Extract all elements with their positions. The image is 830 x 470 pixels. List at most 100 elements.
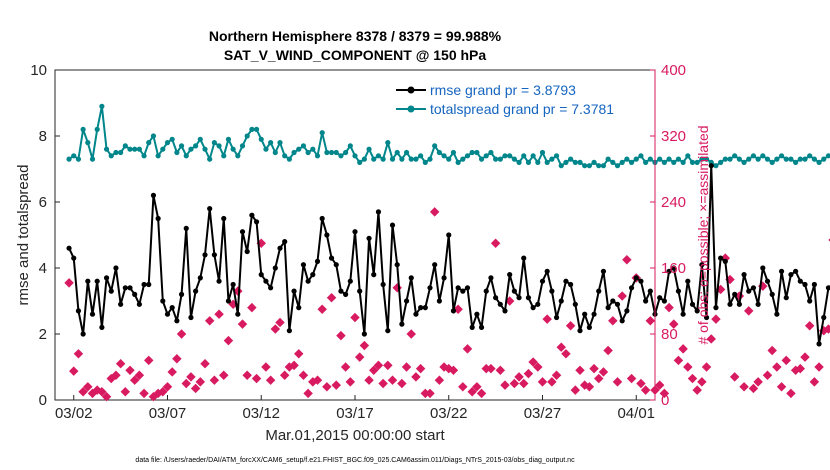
rmse-point	[244, 248, 250, 255]
totalspread-point	[497, 156, 503, 162]
rmse-point	[821, 314, 827, 321]
totalspread-point	[755, 156, 761, 162]
totalspread-point	[108, 153, 114, 159]
rmse-point	[338, 288, 344, 294]
obs-marker	[645, 316, 656, 326]
y-tick-label-left-0: 0	[39, 392, 47, 409]
obs-marker	[279, 370, 290, 380]
rmse-point	[300, 262, 307, 268]
totalspread-point	[760, 153, 766, 159]
left-axis: 0 2 4 6 8 10	[30, 62, 60, 409]
totalspread-point	[188, 146, 194, 152]
obs-marker	[500, 380, 510, 390]
obs-marker	[678, 344, 688, 354]
totalspread-series	[66, 103, 830, 169]
rmse-point	[333, 262, 339, 268]
rmse-point	[558, 298, 564, 304]
rmse-point	[586, 324, 592, 330]
obs-marker	[434, 375, 445, 385]
totalspread-point	[718, 159, 724, 165]
totalspread-point	[586, 163, 592, 169]
obs-marker	[804, 321, 815, 331]
obs-marker	[125, 365, 135, 376]
rmse-point	[464, 285, 471, 291]
obs-marker	[167, 367, 177, 377]
x-tick-label-2: 03/12	[242, 405, 280, 422]
obs-marker	[270, 324, 281, 334]
obs-marker	[242, 370, 252, 380]
totalspread-point	[103, 146, 110, 152]
obs-markers	[64, 207, 830, 402]
rmse-point	[530, 305, 536, 311]
totalspread-point	[769, 159, 775, 165]
rmse-point	[80, 331, 86, 337]
obs-marker	[654, 380, 665, 390]
totalspread-point	[71, 153, 77, 159]
totalspread-point	[160, 146, 166, 152]
totalspread-point	[361, 156, 367, 162]
totalspread-point	[418, 153, 424, 159]
totalspread-point	[118, 149, 124, 156]
y-axis-label-right: # of obs: o=possible; ×=assimilated	[695, 125, 711, 344]
rmse-point	[230, 281, 236, 288]
totalspread-point	[638, 153, 644, 159]
rmse-point	[403, 298, 410, 304]
totalspread-point	[258, 136, 264, 142]
obs-marker	[448, 365, 459, 376]
totalspread-point	[347, 143, 353, 149]
totalspread-point	[197, 136, 203, 142]
rmse-point	[718, 255, 724, 261]
rmse-point	[788, 272, 794, 278]
totalspread-point	[310, 146, 316, 152]
rmse-point	[535, 301, 541, 307]
totalspread-point	[282, 153, 288, 159]
totalspread-point	[788, 156, 794, 162]
rmse-point	[361, 331, 367, 337]
totalspread-point	[193, 143, 199, 149]
totalspread-point	[563, 159, 569, 165]
totalspread-point	[680, 159, 686, 165]
obs-marker	[101, 391, 112, 402]
totalspread-point	[375, 153, 382, 159]
totalspread-point	[80, 126, 86, 132]
rmse-point	[553, 314, 560, 321]
rmse-point	[703, 314, 710, 321]
rmse-point	[324, 232, 330, 238]
obs-marker	[265, 375, 276, 385]
totalspread-point	[408, 156, 414, 162]
rmse-point	[544, 268, 550, 274]
totalspread-point	[596, 163, 602, 169]
obs-marker	[542, 314, 552, 324]
rmse-point	[511, 288, 517, 294]
obs-marker	[509, 378, 520, 389]
obs-marker	[209, 375, 220, 385]
obs-marker	[814, 362, 824, 372]
rmse-point	[793, 268, 799, 274]
rmse-point	[764, 278, 771, 284]
obs-marker	[345, 377, 356, 387]
obs-marker	[275, 317, 285, 328]
obs-marker	[612, 377, 623, 387]
obs-marker	[729, 372, 740, 382]
y-tick-label-right-2: 160	[661, 260, 686, 277]
obs-marker	[219, 370, 229, 380]
totalspread-point	[633, 156, 639, 162]
obs-marker	[664, 302, 674, 313]
obs-marker	[514, 372, 524, 382]
rmse-point	[605, 305, 611, 311]
rmse-point	[136, 301, 142, 307]
rmse-point	[769, 291, 775, 297]
obs-marker	[261, 362, 271, 372]
obs-marker	[186, 372, 196, 382]
rmse-point	[478, 324, 485, 330]
legend-rmse-marker	[407, 86, 415, 94]
rmse-point	[483, 288, 489, 294]
rmse-point	[446, 232, 452, 238]
rmse-point	[577, 328, 583, 334]
rmse-point	[619, 318, 625, 324]
rmse-point	[85, 278, 91, 284]
totalspread-point	[657, 156, 663, 162]
rmse-point	[807, 298, 813, 304]
totalspread-point	[741, 159, 747, 165]
